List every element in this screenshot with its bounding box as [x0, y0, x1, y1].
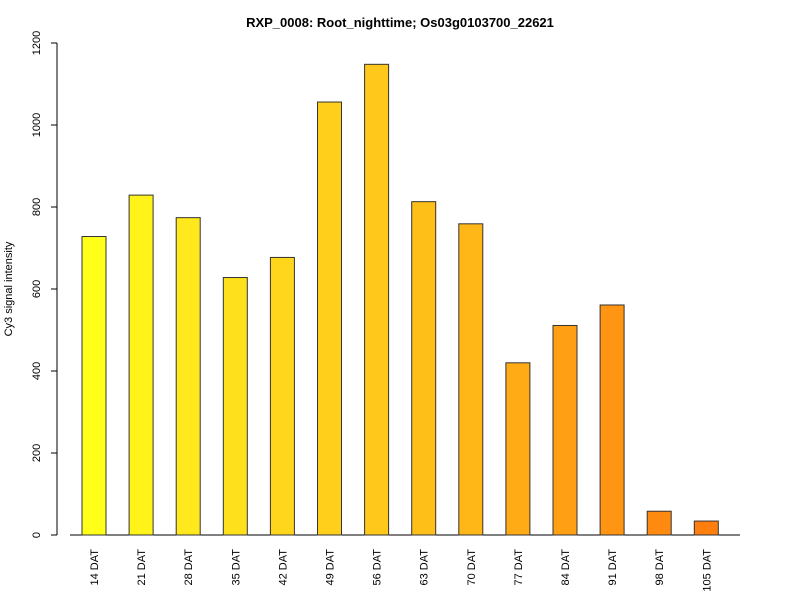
x-tick-label: 105 DAT	[701, 549, 713, 592]
y-axis: 0 200 400 600 800 1000 1200	[31, 31, 58, 538]
x-tick-label: 98 DAT	[654, 549, 666, 586]
bar	[364, 63, 390, 536]
x-tick-label: 56 DAT	[372, 549, 384, 586]
y-tick-label: 0	[31, 532, 43, 538]
x-tick-label: 14 DAT	[89, 549, 101, 586]
bar	[646, 510, 672, 536]
x-tick-label: 77 DAT	[513, 549, 525, 586]
x-axis: 14 DAT 21 DAT 28 DAT 35 DAT 42 DAT 49 DAT 56 D…	[70, 534, 740, 592]
bar	[552, 324, 578, 536]
bar	[81, 236, 107, 536]
bars-group	[81, 63, 719, 536]
bar	[175, 217, 201, 536]
x-tick-label: 84 DAT	[560, 549, 572, 586]
y-tick-label: 800	[31, 198, 43, 216]
bar	[693, 520, 719, 536]
y-tick-label: 1000	[31, 113, 43, 137]
x-tick-label: 28 DAT	[183, 549, 195, 586]
x-tick-label: 35 DAT	[230, 549, 242, 586]
y-tick-label: 1200	[31, 31, 43, 55]
bar	[505, 362, 531, 536]
bar	[269, 256, 295, 536]
y-axis-label: Cy3 signal intensity	[3, 241, 15, 336]
bar	[317, 101, 342, 536]
bar	[411, 201, 437, 536]
x-tick-label: 91 DAT	[607, 549, 619, 586]
chart-title: RXP_0008: Root_nighttime; Os03g0103700_2…	[246, 15, 554, 30]
x-tick-label: 49 DAT	[325, 549, 337, 586]
x-tick-label: 21 DAT	[136, 549, 148, 586]
y-tick-label: 400	[31, 362, 43, 380]
y-tick-label: 600	[31, 280, 43, 298]
x-tick-label: 70 DAT	[466, 549, 478, 586]
x-tick-label: 63 DAT	[419, 549, 431, 586]
bar	[222, 277, 248, 536]
x-tick-label: 42 DAT	[277, 549, 289, 586]
bar	[458, 223, 484, 536]
y-tick-label: 200	[31, 444, 43, 462]
bar	[599, 304, 625, 536]
bar	[128, 194, 154, 536]
